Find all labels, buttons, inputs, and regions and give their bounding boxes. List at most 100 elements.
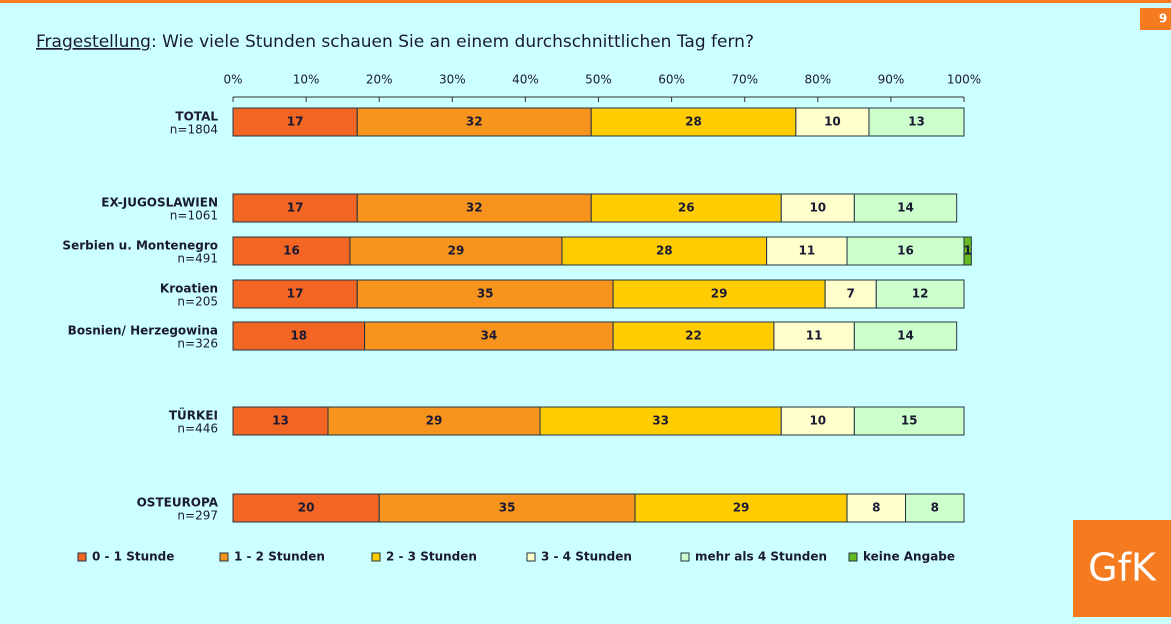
value-label: 29	[426, 414, 443, 428]
bar-segment	[868, 107, 965, 137]
value-label: 13	[272, 414, 289, 428]
page-number-box	[1140, 8, 1171, 30]
legend-swatch	[680, 552, 690, 562]
category-label: EX-JUGOSLAWIEN	[101, 196, 218, 210]
sample-size: n=326	[177, 337, 218, 351]
value-label: 33	[652, 414, 669, 428]
bar-segment	[356, 193, 592, 223]
value-label: 35	[499, 501, 516, 515]
bar-segment	[853, 406, 965, 436]
value-label: 34	[480, 329, 497, 343]
category-label: TÜRKEI	[169, 408, 218, 423]
x-tick-label: 70%	[731, 73, 758, 87]
bar-segment	[795, 107, 870, 137]
bar-segment	[773, 321, 855, 351]
value-label: 10	[824, 115, 841, 129]
value-label: 14	[897, 201, 914, 215]
value-label: 29	[733, 501, 750, 515]
bar-segment	[780, 406, 855, 436]
logo: GfK	[1088, 546, 1157, 590]
x-tick-label: 30%	[439, 73, 466, 87]
legend-label: keine Angabe	[863, 550, 955, 564]
bar-segment	[539, 406, 782, 436]
chart-title: Fragestellung: Wie viele Stunden schauen…	[36, 32, 754, 52]
bar-segment	[612, 321, 775, 351]
value-label: 18	[290, 329, 307, 343]
top-rule	[0, 0, 1171, 3]
value-label: 14	[897, 329, 914, 343]
value-label: 13	[908, 115, 925, 129]
value-label: 8	[872, 501, 880, 515]
value-label: 15	[901, 414, 918, 428]
bar-segment	[356, 279, 614, 309]
bar-segment	[824, 279, 877, 309]
x-tick-label: 0%	[223, 73, 242, 87]
bar-segment	[349, 236, 563, 266]
value-label: 17	[287, 287, 304, 301]
value-label: 10	[809, 414, 826, 428]
category-label: Kroatien	[160, 282, 218, 296]
category-label: Serbien u. Montenegro	[62, 239, 218, 253]
sample-size: n=491	[177, 252, 218, 266]
value-label: 16	[283, 244, 300, 258]
bar-segment	[327, 406, 541, 436]
legend-label: 0 - 1 Stunde	[92, 550, 174, 564]
value-label: 29	[711, 287, 728, 301]
bar-segment	[766, 236, 848, 266]
x-tick-label: 60%	[658, 73, 685, 87]
value-label: 7	[847, 287, 855, 301]
bar-segment	[846, 493, 907, 523]
value-label: 29	[448, 244, 465, 258]
x-tick-label: 20%	[366, 73, 393, 87]
sample-size: n=1061	[170, 209, 218, 223]
value-label: 28	[685, 115, 702, 129]
bar-segment	[875, 279, 965, 309]
x-tick-label: 90%	[878, 73, 905, 87]
value-label: 11	[798, 244, 815, 258]
category-label: OSTEUROPA	[137, 496, 219, 510]
bar-segment	[561, 236, 768, 266]
bar-segment	[780, 193, 855, 223]
value-label: 28	[656, 244, 673, 258]
x-tick-label: 10%	[293, 73, 320, 87]
category-label: TOTAL	[175, 110, 218, 124]
legend-label: 1 - 2 Stunden	[234, 550, 325, 564]
bar-segment	[232, 236, 351, 266]
value-label: 17	[287, 115, 304, 129]
x-tick-label: 50%	[585, 73, 612, 87]
value-label: 35	[477, 287, 494, 301]
legend-label: 3 - 4 Stunden	[541, 550, 632, 564]
sample-size: n=205	[177, 295, 218, 309]
title-label: Fragestellung	[36, 32, 151, 52]
legend-swatch	[77, 552, 87, 562]
bar-segment	[364, 321, 614, 351]
value-label: 11	[806, 329, 823, 343]
bar-segment	[232, 406, 329, 436]
legend-label: mehr als 4 Stunden	[695, 550, 827, 564]
sample-size: n=297	[177, 509, 218, 523]
legend-swatch	[526, 552, 536, 562]
value-label: 16	[897, 244, 914, 258]
bar-segment	[232, 193, 358, 223]
x-tick-label: 40%	[512, 73, 539, 87]
legend-swatch	[219, 552, 229, 562]
bar-segment	[853, 193, 958, 223]
value-label: 26	[678, 201, 695, 215]
bar-segment	[232, 493, 380, 523]
value-label: 10	[809, 201, 826, 215]
page-number: 9	[1159, 12, 1167, 26]
bar-segment	[853, 321, 958, 351]
legend-swatch	[371, 552, 381, 562]
x-tick-label: 80%	[804, 73, 831, 87]
title-text: : Wie viele Stunden schauen Sie an einem…	[151, 32, 754, 52]
bar-segment	[232, 279, 358, 309]
value-label: 1	[963, 244, 971, 258]
x-tick-label: 100%	[947, 73, 981, 87]
value-label: 20	[298, 501, 315, 515]
bar-segment	[378, 493, 636, 523]
legend-label: 2 - 3 Stunden	[386, 550, 477, 564]
value-label: 8	[931, 501, 939, 515]
category-label: Bosnien/ Herzegowina	[68, 324, 218, 338]
bar-segment	[963, 236, 972, 266]
